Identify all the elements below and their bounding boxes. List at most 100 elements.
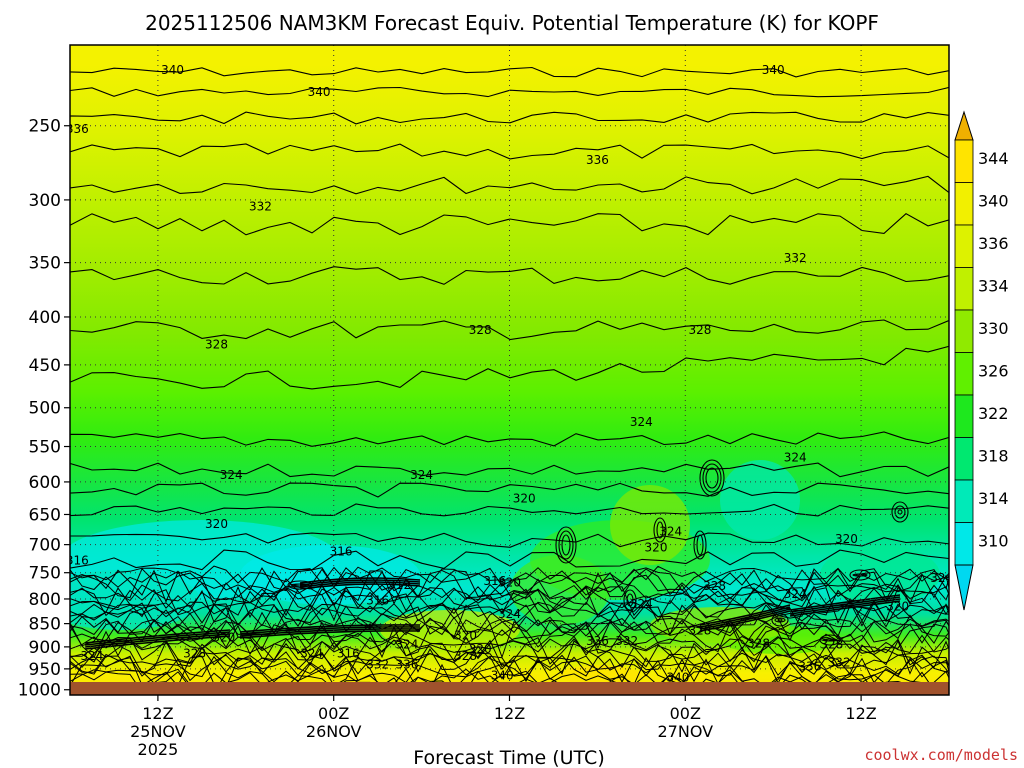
y-tick-label: 1000 xyxy=(18,681,61,701)
colorbar-label: 322 xyxy=(978,404,1009,423)
contour-label: 324 xyxy=(395,638,418,652)
y-tick-label: 700 xyxy=(29,536,61,556)
credit-text: coolwx.com/models xyxy=(864,746,1018,764)
contour-closed xyxy=(693,530,707,560)
contour-label: 312 xyxy=(388,578,411,592)
colorbar-swatch xyxy=(954,139,974,183)
contour-label: 324 xyxy=(498,607,521,621)
contour-label: 336 xyxy=(586,634,609,648)
contour-label: 324 xyxy=(784,587,807,601)
contour-label: 328 xyxy=(747,637,770,651)
contour-label: 324 xyxy=(410,468,433,482)
contour-line xyxy=(239,628,421,637)
contour-closed xyxy=(626,593,634,607)
contour-line xyxy=(70,532,949,548)
contour-line xyxy=(70,66,949,78)
contour-closed xyxy=(705,467,719,489)
colorbar-swatch xyxy=(954,394,974,438)
colorbar-label: 310 xyxy=(978,532,1009,551)
field-patch xyxy=(560,665,640,685)
y-tick-label: 500 xyxy=(29,399,61,419)
contour-label: 324 xyxy=(220,468,243,482)
contour-line xyxy=(239,624,421,633)
contour-label: 328 xyxy=(688,624,711,638)
contour-label: 320 xyxy=(645,541,668,555)
contour-line xyxy=(239,630,421,639)
field-patch xyxy=(70,570,200,630)
contour-closed xyxy=(702,463,722,493)
contour-line xyxy=(70,601,949,627)
contour-line xyxy=(699,604,791,626)
contour-label: 316 xyxy=(366,593,389,607)
contour-line xyxy=(699,608,791,630)
x-axis-label: Forecast Time (UTC) xyxy=(413,747,604,768)
contour-label: 324 xyxy=(659,525,682,539)
contour-label: 336 xyxy=(66,122,89,136)
y-tick-label: 850 xyxy=(29,615,61,635)
contour-line xyxy=(70,213,949,236)
contour-line xyxy=(70,654,949,685)
contour-closed xyxy=(825,638,835,642)
contour-line xyxy=(70,462,949,478)
contour-line xyxy=(70,111,949,125)
contour-label: 332 xyxy=(784,251,807,265)
contour-line xyxy=(299,579,421,586)
contour-closed xyxy=(696,534,704,556)
x-tick-label: 00Z xyxy=(318,704,349,723)
contour-line xyxy=(239,626,421,635)
y-tick-label: 600 xyxy=(29,473,61,493)
contour-closed xyxy=(891,501,909,523)
colorbar-label: 330 xyxy=(978,319,1009,338)
contour-line xyxy=(789,600,901,617)
colorbar-label: 336 xyxy=(978,234,1009,253)
colorbar-label: 334 xyxy=(978,277,1009,296)
field-patch xyxy=(380,610,520,650)
contour-closed xyxy=(774,617,786,623)
colorbar-extend-bottom xyxy=(954,564,974,611)
contour-closed xyxy=(777,618,783,622)
contour-label: 328 xyxy=(454,649,477,663)
colorbar-label: 340 xyxy=(978,192,1009,211)
contour-line xyxy=(70,503,949,517)
contour-label: 324 xyxy=(630,597,653,611)
contour-closed xyxy=(656,521,664,539)
contour-line xyxy=(70,143,949,160)
y-tick-label: 450 xyxy=(29,356,61,376)
contour-label: 320 xyxy=(212,631,235,645)
contour-closed xyxy=(623,589,637,611)
contour-line xyxy=(70,431,949,447)
x-tick-label: 12Z xyxy=(845,704,876,723)
contour-line xyxy=(70,175,949,195)
x-tick-label: 2025 xyxy=(138,740,179,759)
colorbar-swatch xyxy=(954,437,974,481)
colorbar-swatch xyxy=(954,224,974,268)
contour-line xyxy=(699,606,791,628)
contour-line xyxy=(70,567,949,600)
contour-label: 328 xyxy=(469,323,492,337)
contour-line xyxy=(299,577,421,584)
contour-label: 332 xyxy=(249,200,272,214)
x-tick-label: 12Z xyxy=(142,704,173,723)
contour-label: 328 xyxy=(688,323,711,337)
contour-line xyxy=(84,635,231,650)
contour-line xyxy=(789,594,901,611)
contour-line xyxy=(789,596,901,613)
contour-line xyxy=(70,604,949,642)
contour-line xyxy=(699,610,791,632)
contour-line xyxy=(70,86,949,98)
contour-label: 340 xyxy=(308,85,331,99)
contour-label: 324 xyxy=(81,649,104,663)
contour-line xyxy=(299,583,421,590)
contour-line xyxy=(789,598,901,615)
contour-label: 316 xyxy=(66,554,89,568)
colorbar-label: 326 xyxy=(978,362,1009,381)
y-tick-label: 650 xyxy=(29,505,61,525)
contour-closed xyxy=(849,569,871,581)
contour-label: 340 xyxy=(667,670,690,684)
contour-label: 324 xyxy=(784,450,807,464)
y-axis: 250 300 350 400 450 500 550 600 650 700 750 800 850 9… xyxy=(18,117,70,701)
contour-line xyxy=(70,345,949,390)
y-tick-label: 750 xyxy=(29,564,61,584)
field-patch xyxy=(820,545,940,605)
